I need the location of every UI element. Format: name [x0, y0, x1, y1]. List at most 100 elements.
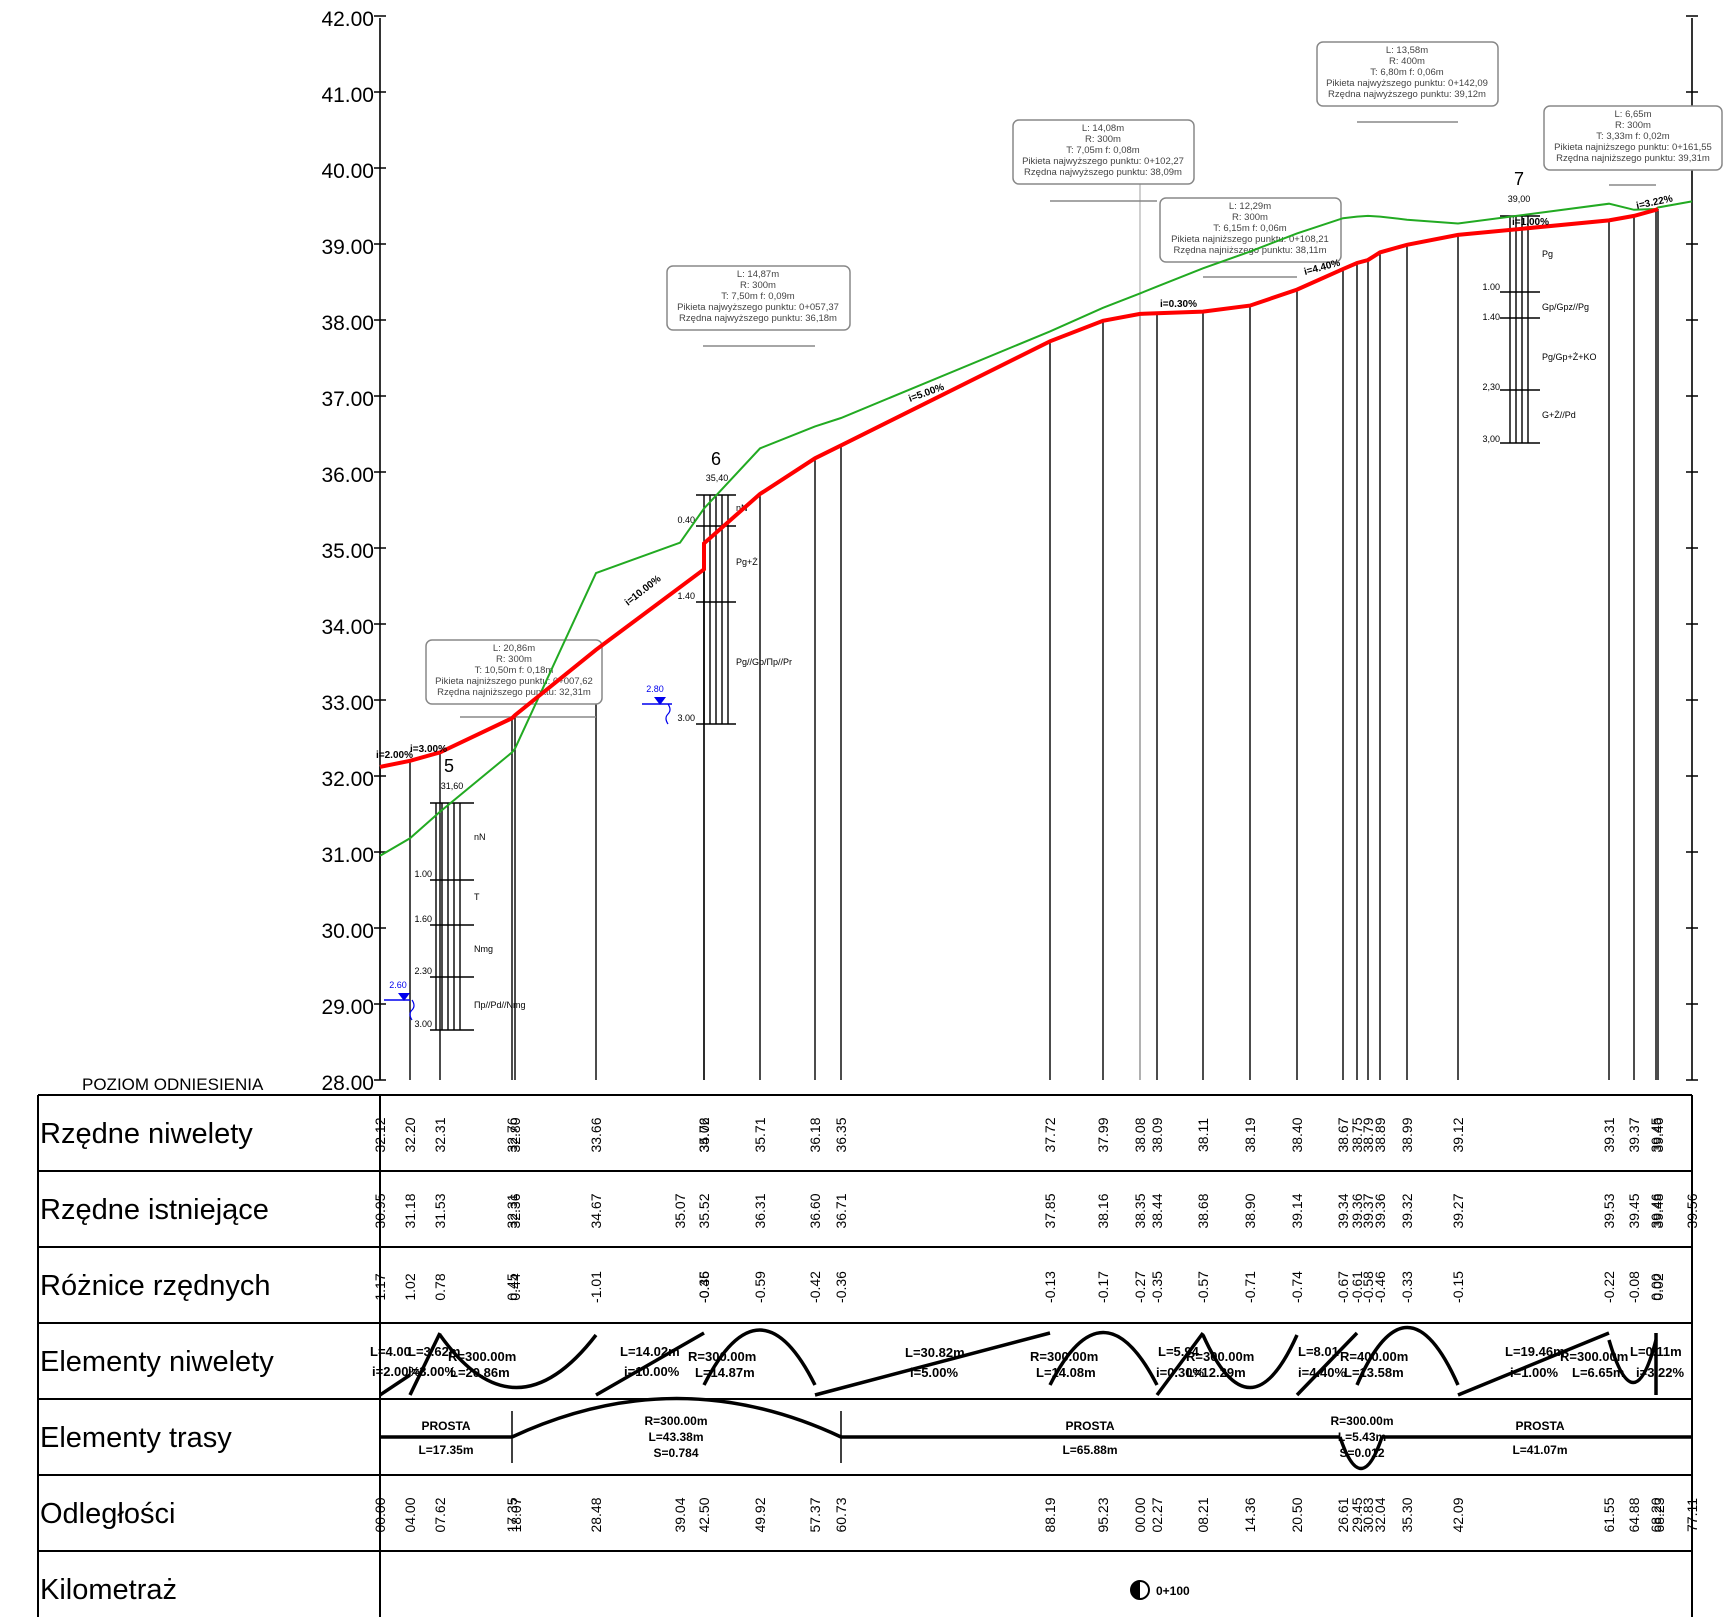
row-value: 77.11 — [1684, 1498, 1700, 1532]
grade-element-text: L=3.62m — [408, 1344, 460, 1359]
row-value: 38.75 — [1349, 1117, 1365, 1152]
row-value: 38.89 — [1372, 1117, 1388, 1152]
row-value: 32.31 — [432, 1117, 448, 1152]
row-value: 0.02 — [1650, 1273, 1666, 1300]
row-value: 39.14 — [1289, 1193, 1305, 1228]
row-value: 32.80 — [507, 1117, 523, 1152]
row-value: 1.17 — [372, 1273, 388, 1300]
grade-element-text: L=14.02m — [620, 1344, 680, 1359]
route-element-shapes — [380, 1396, 1692, 1470]
borehole-depth: 1.40 — [1482, 312, 1500, 322]
row-value: 38.09 — [1149, 1117, 1165, 1152]
curve-callout: L: 14,08m R: 300m T: 7,05m f: 0,08m Piki… — [1012, 119, 1195, 202]
row-value: -0.67 — [1335, 1271, 1351, 1303]
row-label-elementy-trasy: Elementy trasy — [40, 1422, 232, 1454]
y-tick-label: 40.00 — [321, 160, 374, 183]
row-value: 64.88 — [1626, 1497, 1642, 1532]
row-value: 37.99 — [1095, 1117, 1111, 1152]
curve-callout: L: 12,29m R: 300m T: 6,15m f: 0,06m Piki… — [1159, 197, 1342, 278]
callout-line: Rzędna najniższego punktu: 32,31m — [437, 687, 591, 698]
row-value: 38.79 — [1360, 1117, 1376, 1152]
grade-element-text: i=2.00% — [372, 1364, 421, 1379]
water-level-icon: 2.80 — [642, 684, 672, 725]
row-value: 39.31 — [1601, 1117, 1617, 1152]
borehole-number: 7 — [1514, 169, 1524, 189]
y-tick-label: 33.00 — [321, 692, 374, 715]
borehole-depth: 1.00 — [1482, 282, 1500, 292]
y-tick-label: 39.00 — [321, 236, 374, 259]
row-value: 42.50 — [696, 1497, 712, 1532]
y-tick-label: 32.00 — [321, 768, 374, 791]
soil-layer-label: Pg//Gp/Пр//Pr — [736, 657, 792, 667]
row-label-rzedne-niwelety: Rzędne niwelety — [40, 1118, 253, 1150]
callout-line: Pikieta najwyższego punktu: 0+142,09 — [1326, 78, 1488, 89]
callout-line: R: 300m — [1085, 134, 1121, 145]
row-values-roznice-rzednych: 1.17 1.02 0.78 0.450.44 -1.01 -0.35-0.46 -0.59… — [372, 1271, 1666, 1303]
row-value: 36.35 — [833, 1117, 849, 1152]
grade-element-text: L=19.46m — [1505, 1344, 1565, 1359]
y-tick-label: 35.00 — [321, 540, 374, 563]
grade-element-text: R=300.00m — [1186, 1349, 1254, 1364]
row-value: -0.35 — [1149, 1271, 1165, 1303]
callout-line: L: 6,65m — [1615, 109, 1652, 120]
row-value: 39.53 — [1601, 1193, 1617, 1228]
row-value: 88.19 — [1042, 1497, 1058, 1532]
grade-element-text: L=8.01 — [1298, 1344, 1339, 1359]
row-value: 39.37 — [1360, 1193, 1376, 1228]
grade-element-text: i=3.22% — [1636, 1365, 1685, 1380]
row-value: 60.73 — [833, 1497, 849, 1532]
borehole-depth: 2.30 — [414, 966, 432, 976]
row-value: 00.00 — [1132, 1497, 1148, 1532]
y-tick-label: 30.00 — [321, 920, 374, 943]
row-value: 38.99 — [1399, 1117, 1415, 1152]
soil-layer-label: Pg/Gp+Ż+KO — [1542, 352, 1597, 362]
grade-element-text: R=400.00m — [1340, 1349, 1408, 1364]
row-value: 38.44 — [1149, 1193, 1165, 1228]
y-tick-label: 42.00 — [321, 8, 374, 31]
soil-layer-label: Pg — [1542, 249, 1553, 259]
design-grade-line — [379, 207, 1659, 769]
row-value: -0.42 — [807, 1271, 823, 1303]
callout-line: L: 14,08m — [1082, 123, 1124, 134]
reference-level-label: POZIOM ODNIESIENIA — [82, 1075, 264, 1094]
row-value: 1.02 — [402, 1273, 418, 1300]
row-value: 36.60 — [807, 1193, 823, 1228]
row-value: -0.22 — [1601, 1271, 1617, 1303]
slope-label: i=3.00% — [410, 744, 447, 755]
row-value: 39.36 — [1349, 1193, 1365, 1228]
row-value: 31.53 — [432, 1193, 448, 1228]
grade-element-text: i=3.00% — [408, 1364, 457, 1379]
grade-element-text: L=6.65m — [1572, 1365, 1624, 1380]
grade-element-text: R=300.00m — [1560, 1349, 1628, 1364]
grade-element-text: L=12.29m — [1186, 1365, 1246, 1380]
row-value: 34.67 — [588, 1193, 604, 1228]
grade-element-text: L=30.82m — [905, 1345, 965, 1360]
row-value: 02.27 — [1149, 1497, 1165, 1532]
callout-line: Pikieta najwyższego punktu: 0+102,27 — [1022, 156, 1184, 167]
route-element-radius: R=300.00m — [1330, 1414, 1393, 1428]
row-value: 32.36 — [507, 1193, 523, 1228]
callout-line: R: 300m — [1615, 120, 1651, 131]
y-tick-label: 34.00 — [321, 616, 374, 639]
grade-element-text: i=4.40% — [1298, 1365, 1347, 1380]
row-value: 38.11 — [1195, 1118, 1211, 1152]
callout-line: Rzędna najniższego punktu: 39,31m — [1556, 153, 1710, 164]
row-value: 39.45 — [1648, 1117, 1664, 1152]
row-value: -0.17 — [1095, 1271, 1111, 1303]
row-value: 33.66 — [588, 1117, 604, 1152]
borehole-number: 5 — [444, 756, 454, 776]
borehole-top-elevation: 39,00 — [1508, 194, 1531, 204]
callout-line: Rzędna najwyższego punktu: 36,18m — [679, 313, 837, 324]
borehole-depth: 1.60 — [414, 914, 432, 924]
row-value: 38.67 — [1335, 1117, 1351, 1152]
row-value: -0.74 — [1289, 1271, 1305, 1303]
y-tick-label: 28.00 — [321, 1072, 374, 1095]
callout-line: T: 7,05m f: 0,08m — [1066, 145, 1139, 156]
callout-line: Pikieta najwyższego punktu: 0+057,37 — [677, 302, 839, 313]
route-element-labels: PROSTA L=17.35m R=300.00m L=43.38m S=0.7… — [418, 1414, 1567, 1460]
callout-line: T: 3,33m f: 0,02m — [1596, 131, 1669, 142]
grade-element-text: L=13.58m — [1344, 1365, 1404, 1380]
borehole-depth: 1.40 — [677, 591, 695, 601]
row-value: 32.31 — [504, 1193, 520, 1228]
grade-element-text: L=14.87m — [695, 1365, 755, 1380]
